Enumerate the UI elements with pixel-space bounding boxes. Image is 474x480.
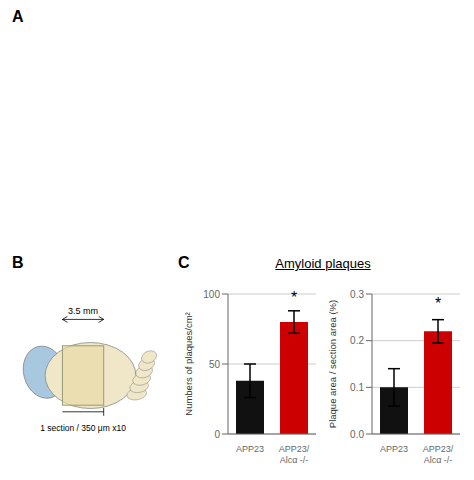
svg-text:100: 100	[203, 289, 220, 300]
svg-text:APP23/Alcα -/-: APP23/Alcα -/-	[279, 444, 310, 465]
svg-text:0.0: 0.0	[350, 429, 364, 440]
html-text:A: A	[12, 8, 24, 25]
svg-text:Numbers of plaques/cm²: Numbers of plaques/cm²	[183, 312, 194, 415]
html-text:C: C	[178, 254, 190, 271]
svg-text:0.1: 0.1	[350, 382, 364, 393]
svg-text:0.3: 0.3	[350, 289, 364, 300]
svg-text:*: *	[291, 289, 297, 306]
html-text:Amyloid plaques: Amyloid plaques	[275, 256, 371, 271]
svg-text:0: 0	[214, 429, 220, 440]
svg-text:APP23: APP23	[236, 444, 264, 454]
svg-text:APP23/Alcα -/-: APP23/Alcα -/-	[423, 444, 454, 465]
html-text:B: B	[12, 254, 24, 271]
svg-text:1 section / 350 μm x10: 1 section / 350 μm x10	[40, 423, 126, 433]
svg-text:Plaque area / section area (%): Plaque area / section area (%)	[327, 300, 338, 428]
svg-text:0.2: 0.2	[350, 335, 364, 346]
svg-text:50: 50	[209, 359, 221, 370]
svg-text:3.5 mm: 3.5 mm	[68, 306, 98, 316]
svg-text:*: *	[435, 295, 441, 312]
svg-text:APP23: APP23	[380, 444, 408, 454]
